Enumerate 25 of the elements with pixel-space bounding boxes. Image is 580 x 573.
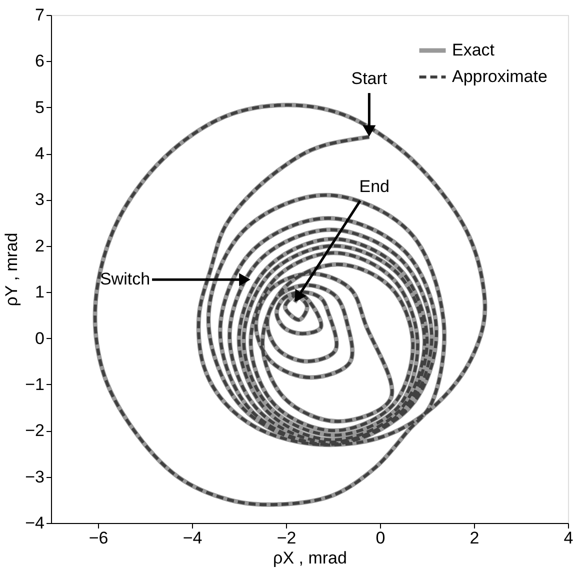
x-tick-label: −6 (88, 528, 108, 548)
annotation: End (359, 176, 390, 196)
y-tick-label: −2 (25, 421, 44, 440)
annotation: Switch (100, 270, 150, 289)
legend-label: Exact (452, 40, 495, 60)
x-tick-label: −4 (182, 528, 202, 548)
y-tick-label: 1 (35, 282, 44, 302)
annotation: Start (351, 69, 388, 88)
y-tick-label: 0 (35, 328, 44, 348)
y-tick-label: −1 (25, 374, 44, 394)
x-tick-label: 2 (470, 528, 480, 548)
x-tick-label: 4 (564, 528, 574, 548)
y-tick-label: 4 (35, 144, 44, 164)
y-tick-label: −3 (25, 467, 44, 486)
y-axis-title: ρY , mrad (2, 232, 22, 306)
x-tick-label: −2 (276, 528, 296, 548)
y-tick-label: 6 (35, 52, 44, 71)
y-tick-label: 5 (35, 98, 44, 117)
x-tick-label: 0 (376, 528, 386, 548)
legend-label: Approximate (452, 67, 548, 86)
y-tick-label: −4 (25, 514, 44, 532)
y-tick-label: 7 (35, 6, 44, 24)
y-tick-label: 2 (35, 236, 44, 256)
y-tick-label: 3 (35, 190, 44, 210)
x-axis-title: ρX , mrad (273, 548, 347, 568)
